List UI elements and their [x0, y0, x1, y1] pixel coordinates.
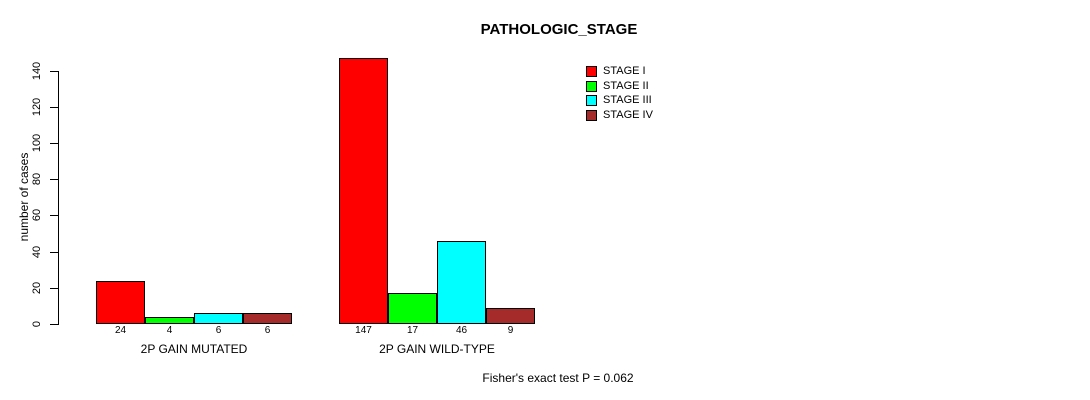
bar-value-label: 6: [215, 325, 222, 336]
y-axis-tick: [50, 71, 58, 72]
y-axis-tick-label: 80: [31, 172, 43, 186]
bar: [243, 313, 292, 324]
legend-item: STAGE III: [586, 95, 653, 106]
legend-item: STAGE II: [586, 79, 653, 92]
bar-value-label: 24: [114, 325, 127, 336]
chart-title: PATHOLOGIC_STAGE: [480, 21, 638, 38]
y-axis-tick-label: 60: [31, 208, 43, 222]
legend-swatch: [586, 66, 597, 77]
legend-item: STAGE I: [586, 66, 653, 77]
bar: [96, 281, 145, 324]
bar: [145, 317, 194, 324]
legend-swatch: [586, 95, 597, 106]
y-axis-tick: [50, 107, 58, 108]
legend-swatch: [586, 109, 597, 121]
bar: [486, 308, 535, 324]
y-axis-tick: [50, 324, 58, 325]
y-axis-tick-label: 20: [31, 281, 43, 295]
fisher-test-annotation: Fisher's exact test P = 0.062: [482, 371, 634, 385]
x-category-label: 2P GAIN MUTATED: [140, 342, 248, 356]
y-axis-tick-label: 0: [31, 320, 43, 328]
y-axis-tick: [50, 179, 58, 180]
legend-label: STAGE II: [603, 79, 649, 92]
bar: [437, 241, 486, 324]
y-axis-tick: [50, 215, 58, 216]
y-axis-tick-label: 100: [31, 133, 43, 153]
legend: STAGE I STAGE II STAGE III STAGE IV: [586, 66, 653, 124]
y-axis-tick: [50, 143, 58, 144]
y-axis-tick-label: 120: [31, 97, 43, 117]
bar-value-label: 46: [455, 325, 468, 336]
y-axis-line: [58, 71, 59, 325]
x-category-label: 2P GAIN WILD-TYPE: [379, 342, 495, 356]
y-axis-tick: [50, 252, 58, 253]
bar-value-label: 9: [507, 325, 514, 336]
legend-item: STAGE IV: [586, 108, 653, 121]
bar: [194, 313, 243, 324]
bar-value-label: 6: [264, 325, 271, 336]
legend-label: STAGE IV: [603, 108, 653, 121]
bar-value-label: 4: [166, 325, 173, 336]
bar: [388, 293, 437, 324]
y-axis-tick: [50, 288, 58, 289]
legend-label: STAGE I: [603, 65, 646, 77]
bar-value-label: 17: [406, 325, 419, 336]
bar: [339, 58, 388, 324]
y-axis-tick-label: 40: [31, 245, 43, 259]
y-axis-label: number of cases: [17, 152, 31, 242]
bar-value-label: 147: [355, 325, 372, 336]
legend-swatch: [586, 80, 597, 92]
legend-label: STAGE III: [603, 94, 652, 106]
y-axis-tick-label: 140: [31, 61, 43, 81]
